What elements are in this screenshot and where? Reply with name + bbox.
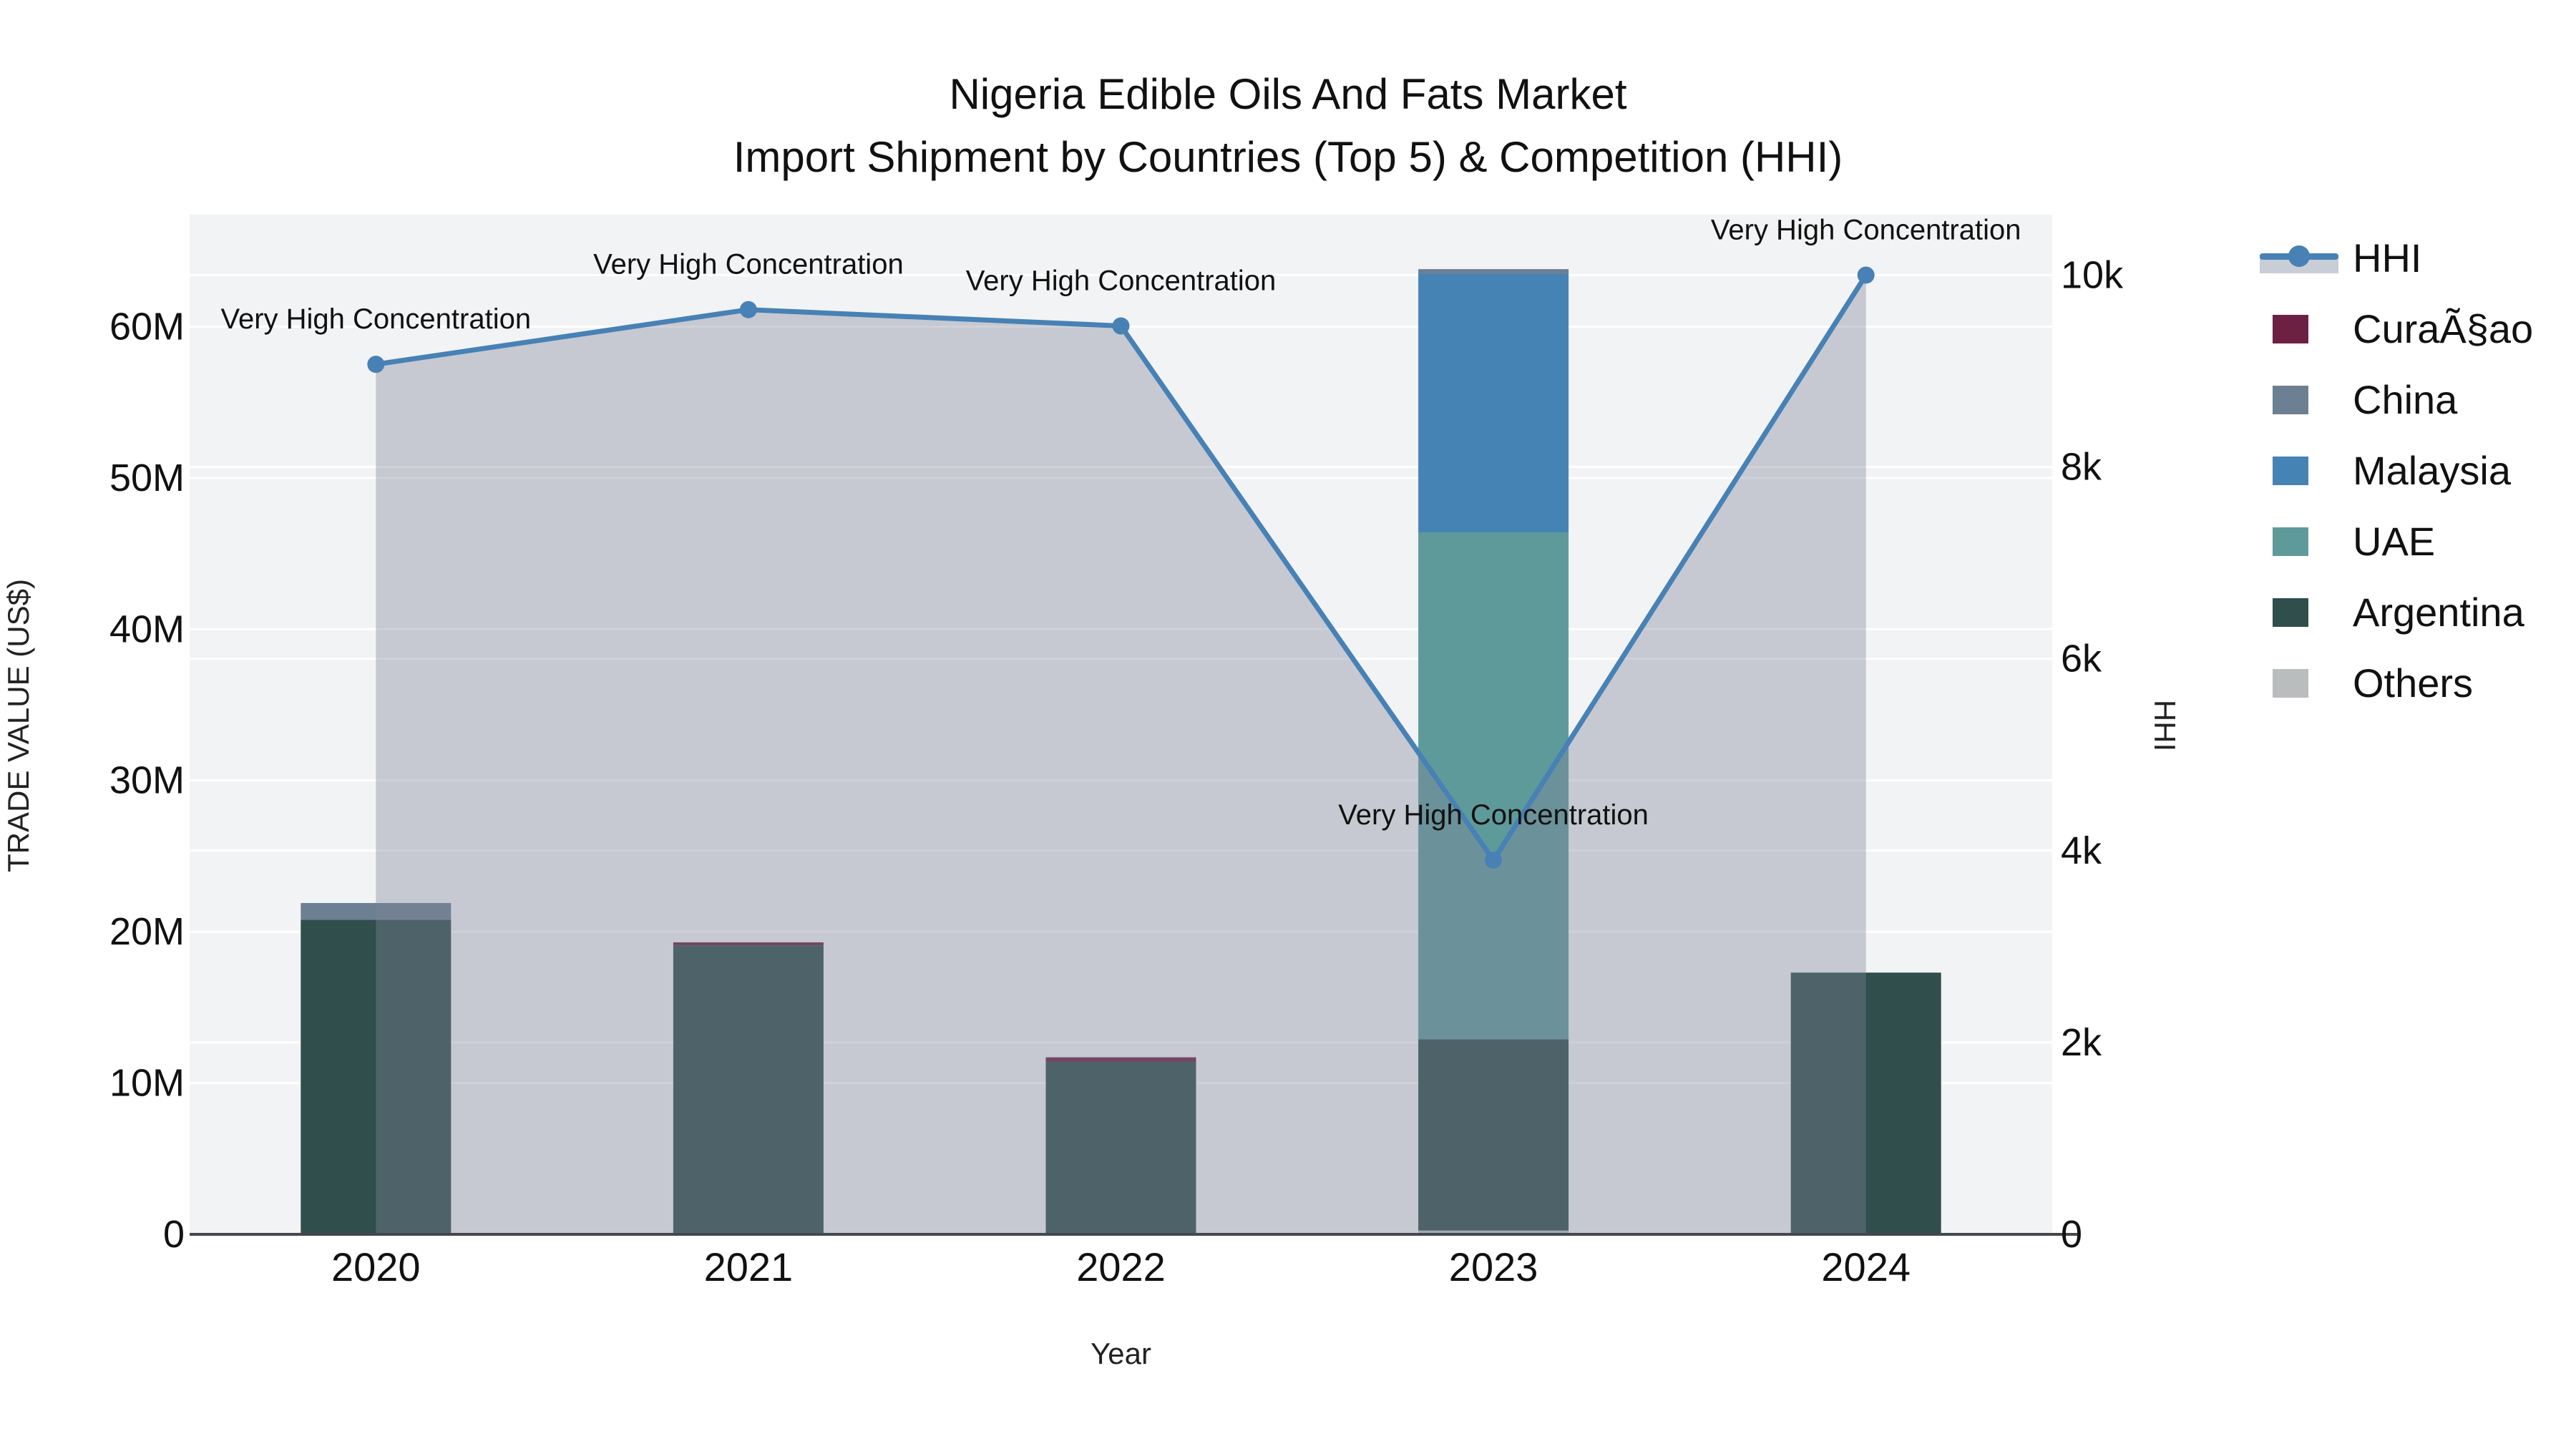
annotation-2021: Very High Concentration (593, 249, 904, 280)
bar-segment-argentina-2021[interactable] (673, 945, 824, 1234)
legend-item-others[interactable]: Others (2260, 660, 2533, 706)
legend-item-argentina[interactable]: Argentina (2260, 589, 2533, 635)
x-axis-title: Year (1091, 1337, 1151, 1370)
left-tick-label: 0 (163, 1213, 185, 1256)
left-tick-label: 50M (109, 457, 185, 499)
hhi-marker-2021[interactable] (739, 301, 757, 318)
hhi-marker-2023[interactable] (1485, 852, 1503, 869)
legend-item-hhi[interactable]: HHI (2260, 235, 2533, 281)
x-tick-label-2024: 2024 (1821, 1244, 1911, 1289)
bar-segment-china-2023[interactable] (1418, 269, 1569, 274)
legend: HHI CuraÃ§ao China Malaysia UAE Argentina Othe… (2260, 235, 2533, 706)
left-tick-label: 20M (109, 910, 185, 953)
right-tick-label: 4k (2061, 829, 2102, 872)
color-swatch-icon (2260, 307, 2338, 351)
hhi-marker-2024[interactable] (1857, 266, 1875, 284)
right-tick-label: 0 (2061, 1213, 2082, 1256)
annotation-2020: Very High Concentration (221, 303, 532, 335)
bar-segment-curaao-2021[interactable] (673, 942, 824, 946)
color-swatch-icon (2260, 661, 2338, 706)
legend-item-curaao[interactable]: CuraÃ§ao (2260, 306, 2533, 352)
bar-segment-china-2020[interactable] (301, 902, 452, 920)
x-tick-label-2020: 2020 (331, 1244, 421, 1289)
bar-segment-curaao-2022[interactable] (1045, 1057, 1196, 1062)
legend-label: UAE (2353, 519, 2436, 564)
x-tick-label-2021: 2021 (704, 1244, 794, 1289)
x-tick-label-2023: 2023 (1449, 1244, 1538, 1289)
left-tick-label: 10M (109, 1062, 185, 1105)
color-swatch-icon (2260, 378, 2338, 422)
right-tick-label: 10k (2061, 253, 2124, 296)
legend-item-uae[interactable]: UAE (2260, 518, 2533, 565)
legend-item-china[interactable]: China (2260, 376, 2533, 423)
right-tick-label: 8k (2061, 446, 2102, 489)
annotation-2024: Very High Concentration (1711, 214, 2021, 245)
chart-title-line1: Nigeria Edible Oils And Fats Market (949, 70, 1627, 118)
annotation-2022: Very High Concentration (966, 265, 1277, 297)
chart-title: Nigeria Edible Oils And Fats Market Impo… (0, 63, 2576, 189)
bar-segment-argentina-2020[interactable] (301, 919, 452, 1234)
legend-label: China (2353, 377, 2458, 422)
left-tick-label: 60M (109, 305, 185, 348)
legend-label: CuraÃ§ao (2353, 306, 2534, 351)
annotation-2023: Very High Concentration (1338, 799, 1649, 831)
right-tick-label: 6k (2061, 638, 2102, 680)
legend-label: Argentina (2353, 590, 2524, 635)
hhi-line-icon (2260, 236, 2338, 280)
left-tick-label: 40M (109, 608, 185, 650)
hhi-marker-2020[interactable] (367, 356, 385, 374)
right-tick-label: 2k (2061, 1021, 2102, 1064)
bar-segment-argentina-2024[interactable] (1790, 972, 1941, 1234)
color-swatch-icon (2260, 449, 2338, 493)
left-tick-label: 30M (109, 759, 185, 802)
legend-item-malaysia[interactable]: Malaysia (2260, 447, 2533, 494)
legend-label: Others (2353, 660, 2474, 706)
x-tick-label-2022: 2022 (1076, 1244, 1166, 1289)
bar-segment-argentina-2022[interactable] (1045, 1061, 1196, 1234)
bar-segment-malaysia-2023[interactable] (1418, 273, 1569, 532)
bar-segment-argentina-2023[interactable] (1418, 1039, 1569, 1231)
color-swatch-icon (2260, 590, 2338, 635)
hhi-marker-2022[interactable] (1112, 317, 1130, 335)
legend-label: HHI (2353, 235, 2422, 280)
legend-label: Malaysia (2353, 448, 2511, 493)
color-swatch-icon (2260, 519, 2338, 564)
hhi-area-fill (376, 275, 1866, 1235)
bar-segment-others-2023[interactable] (1418, 1230, 1569, 1234)
chart-title-line2: Import Shipment by Countries (Top 5) & C… (733, 133, 1843, 181)
